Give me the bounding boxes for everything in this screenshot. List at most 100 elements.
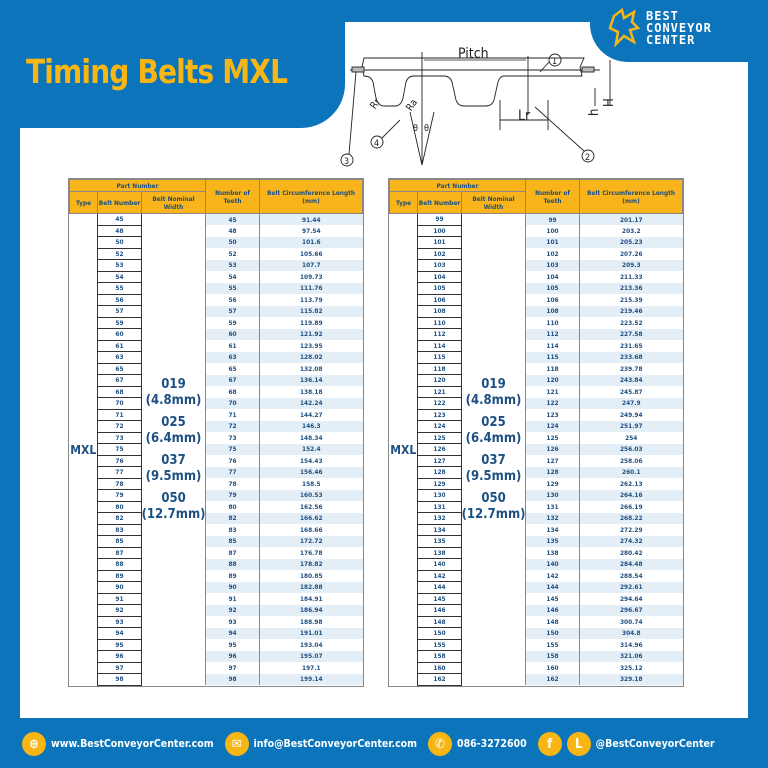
table-row: 61 61 123.95 [70,339,363,352]
teeth-cell: 118 [525,363,580,375]
teeth-cell: 59 [205,317,260,329]
table-row: 77 77 156.46 [70,466,363,479]
table-row: 50 50 101.6 [70,236,363,249]
table-row: 76 76 154.43 [70,454,363,467]
part-number-header: Part Number [388,179,527,192]
belt-number-cell: 102 [417,247,462,260]
teeth-cell: 57 [205,305,260,317]
title-banner: Timing Belts MXL [0,0,345,128]
circumference-cell: 123.95 [259,340,363,352]
teeth-cell: 135 [525,535,580,547]
teeth-cell: 101 [525,236,580,248]
belt-number-cell: 67 [97,374,142,387]
circumference-cell: 166.62 [259,512,363,524]
email-link[interactable]: info@BestConveyorCenter.com [253,738,418,750]
circumference-cell: 321.06 [579,650,683,662]
belt-number-cell: 131 [417,500,462,513]
table-row: 126 126 256.03 [390,443,683,456]
belt-number-cell: 87 [97,546,142,559]
teeth-cell: 76 [205,455,260,467]
teeth-cell: 142 [525,570,580,582]
callout-1: 1 [552,57,557,67]
social-handle[interactable]: @BestConveyorCenter [595,738,715,750]
nominal-width-cell: 019 (4.8mm) 025 (6.4mm) 037 (9.5mm) 050 (12.7mm… [142,214,206,686]
teeth-cell: 79 [205,489,260,501]
logo: BEST CONVEYOR CENTER [590,0,768,62]
nominal-width-cell: 019 (4.8mm) 025 (6.4mm) 037 (9.5mm) 050 (12.7mm… [462,214,526,686]
teeth-cell: 55 [205,282,260,294]
circumference-cell: 101.6 [259,236,363,248]
belt-number-cell: 124 [417,420,462,433]
circumference-header: Belt Circumference Length (mm) [579,179,683,214]
circumference-cell: 207.26 [579,248,683,260]
callout-3: 3 [344,157,349,167]
circumference-cell: 178.82 [259,558,363,570]
circumference-cell: 119.89 [259,317,363,329]
circumference-cell: 294.64 [579,593,683,605]
teeth-cell: 67 [205,374,260,386]
teeth-cell: 56 [205,294,260,306]
logo-line-2: CONVEYOR [646,21,712,35]
width-option: 037 (9.5mm) [146,453,202,485]
circumference-cell: 132.08 [259,363,363,375]
circumference-cell: 292.61 [579,581,683,593]
belt-number-cell: 130 [417,489,462,502]
width-code: 019 [161,376,186,392]
phone-number[interactable]: 086-3272600 [457,738,527,750]
belt-number-cell: 63 [97,351,142,364]
circumference-cell: 304.8 [579,627,683,639]
circumference-cell: 201.17 [579,213,683,225]
circumference-cell: 245.87 [579,386,683,398]
circumference-cell: 223.52 [579,317,683,329]
h-label: h [587,109,602,116]
circumference-cell: 227.58 [579,328,683,340]
belt-number-cell: 121 [417,385,462,398]
facebook-icon[interactable]: f [537,732,562,756]
nominal-width-header: Belt Nominal Width [140,191,207,214]
circumference-cell: 329.18 [579,673,683,685]
table-row: 162 162 329.18 [390,673,683,686]
circumference-cell: 213.36 [579,282,683,294]
table-row: 88 88 178.82 [70,558,363,571]
table-row: 105 105 213.36 [390,282,683,295]
circumference-cell: 300.74 [579,616,683,628]
table-row: 67 67 136.14 [70,374,363,387]
width-mm: (6.4mm) [145,430,202,446]
circumference-cell: 136.14 [259,374,363,386]
circumference-cell: 243.84 [579,374,683,386]
circumference-cell: 160.53 [259,489,363,501]
logo-line-3: CENTER [646,33,696,47]
table-row: 100 100 203.2 [390,224,683,237]
circumference-cell: 91.44 [259,213,363,225]
table-row: 103 103 209.3 [390,259,683,272]
teeth-cell: 150 [525,627,580,639]
circumference-cell: 111.76 [259,282,363,294]
belt-number-cell: 53 [97,259,142,272]
circumference-cell: 268.22 [579,512,683,524]
belt-number-cell: 105 [417,282,462,295]
logo-emblem-icon [608,8,640,48]
table-row: 82 82 166.62 [70,512,363,525]
circumference-cell: 168.66 [259,524,363,536]
table-row: 146 146 296.67 [390,604,683,617]
circumference-cell: 260.1 [579,466,683,478]
belt-number-cell: 70 [97,397,142,410]
theta-right-label: θ [424,124,429,134]
phone-icon: ✆ [428,732,453,756]
circumference-cell: 156.46 [259,466,363,478]
table-row: 129 129 262.13 [390,477,683,490]
table-row: 124 124 251.97 [390,420,683,433]
belt-number-cell: 160 [417,661,462,674]
belt-number-cell: 101 [417,236,462,249]
teeth-cell: 89 [205,570,260,582]
belt-number-cell: 61 [97,339,142,352]
table-row: 48 48 97.54 [70,224,363,237]
website-link[interactable]: www.BestConveyorCenter.com [51,738,214,750]
teeth-cell: 82 [205,512,260,524]
table-row: 101 101 205.23 [390,236,683,249]
line-icon[interactable]: L [566,732,591,756]
belt-number-cell: 140 [417,558,462,571]
table-row: 106 106 215.39 [390,293,683,306]
table-row: 52 52 105.66 [70,247,363,260]
belt-number-cell: 148 [417,615,462,628]
